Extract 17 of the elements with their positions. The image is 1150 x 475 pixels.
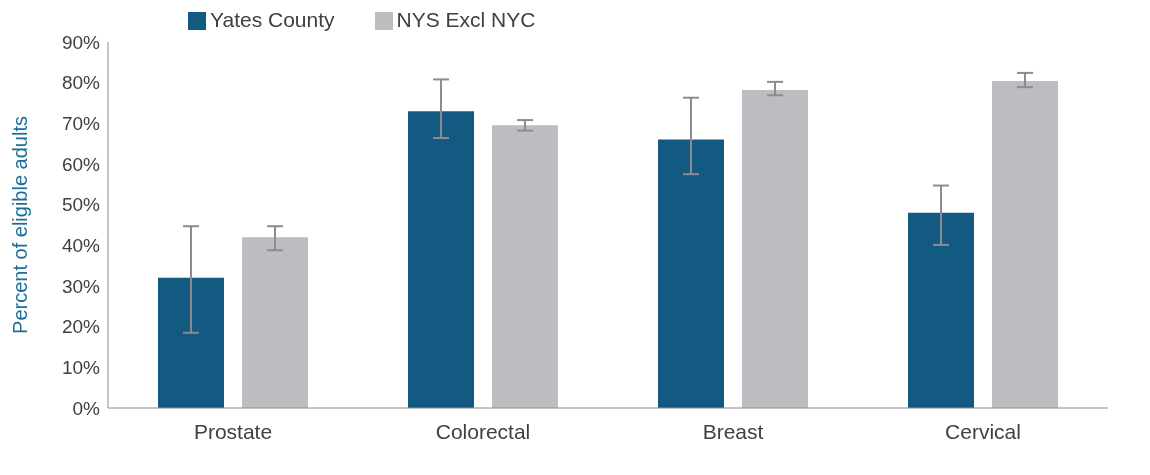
- y-tick-label: 90%: [61, 31, 101, 53]
- legend-label: Yates County: [210, 8, 335, 31]
- y-tick-label: 50%: [61, 194, 101, 216]
- y-tick-label: 0%: [72, 397, 101, 419]
- y-tick-label: 10%: [61, 357, 101, 379]
- y-tick-label: 30%: [61, 275, 101, 297]
- x-tick-label: Colorectal: [435, 419, 531, 443]
- x-tick-label: Breast: [702, 419, 764, 443]
- legend-label: NYS Excl NYC: [396, 8, 536, 31]
- y-tick-label: 60%: [61, 153, 101, 175]
- x-tick-label: Prostate: [193, 419, 273, 443]
- y-tick-label: 40%: [61, 235, 101, 257]
- y-tick-label: 20%: [61, 316, 101, 338]
- y-axis-title: Percent of eligible adults: [9, 116, 32, 334]
- y-tick-label: 80%: [61, 72, 101, 94]
- x-tick-label: Cervical: [945, 419, 1021, 443]
- y-tick-label: 70%: [61, 113, 101, 135]
